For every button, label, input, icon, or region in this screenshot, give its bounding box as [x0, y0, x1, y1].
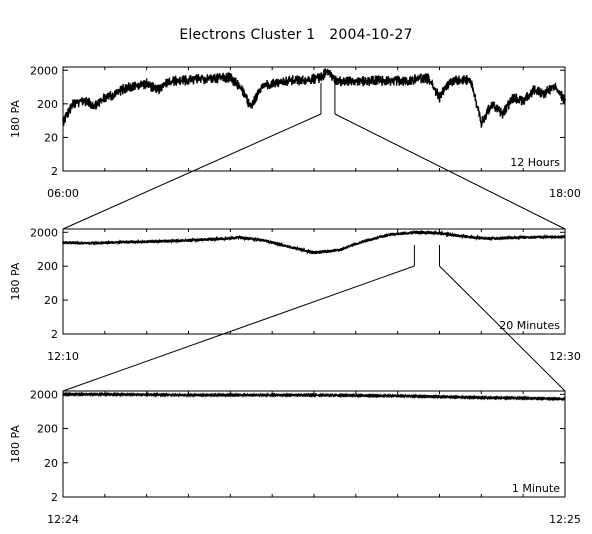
- x-tick-label-end: 12:25: [549, 513, 581, 526]
- y-axis-label: 180 PA: [9, 100, 22, 138]
- y-tick-label: 2: [51, 165, 58, 178]
- zoom-connector-right: [439, 265, 566, 392]
- y-axis-label: 180 PA: [9, 262, 22, 300]
- series-line: [62, 68, 566, 128]
- x-minor-ticks: [104, 229, 524, 334]
- x-tick-label-end: 12:30: [549, 350, 581, 363]
- y-tick-label: 2000: [30, 226, 58, 239]
- plot-frame: [62, 228, 566, 335]
- series-line: [62, 391, 566, 402]
- chart-title: Electrons Cluster 1 2004-10-27: [179, 27, 413, 43]
- x-minor-ticks: [104, 67, 524, 171]
- duration-label: 20 Minutes: [499, 319, 560, 332]
- plot-frame: [62, 390, 566, 498]
- x-tick-label-start: 12:24: [47, 513, 79, 526]
- x-tick-label-start: 06:00: [47, 187, 79, 200]
- zoom-connector-left: [62, 265, 415, 392]
- panel-2: 2000 200 20 2 180 PA 12:10 12:30 20 Minutes: [9, 226, 581, 363]
- x-tick-label-start: 12:10: [47, 350, 79, 363]
- y-tick-label: 200: [37, 260, 58, 273]
- y-tick-label: 2: [51, 328, 58, 341]
- panel-1: 2000 200 20 2 180 PA 06:00 18:00 12 Hours: [9, 64, 581, 200]
- y-tick-label: 20: [44, 457, 58, 470]
- y-tick-label: 20: [44, 294, 58, 307]
- y-tick-label: 2000: [30, 388, 58, 401]
- y-tick-label: 2000: [30, 64, 58, 77]
- y-tick-label: 20: [44, 131, 58, 144]
- series-line: [62, 229, 566, 255]
- y-tick-label: 200: [37, 423, 58, 436]
- duration-label: 1 Minute: [512, 482, 560, 495]
- x-minor-ticks: [104, 391, 524, 497]
- x-tick-label-end: 18:00: [549, 187, 581, 200]
- y-tick-label: 200: [37, 98, 58, 111]
- y-tick-label: 2: [51, 491, 58, 504]
- panel-3: 2000 200 20 2 180 PA 12:24 12:25 1 Minute: [9, 388, 581, 526]
- duration-label: 12 Hours: [510, 156, 560, 169]
- y-axis-label: 180 PA: [9, 425, 22, 463]
